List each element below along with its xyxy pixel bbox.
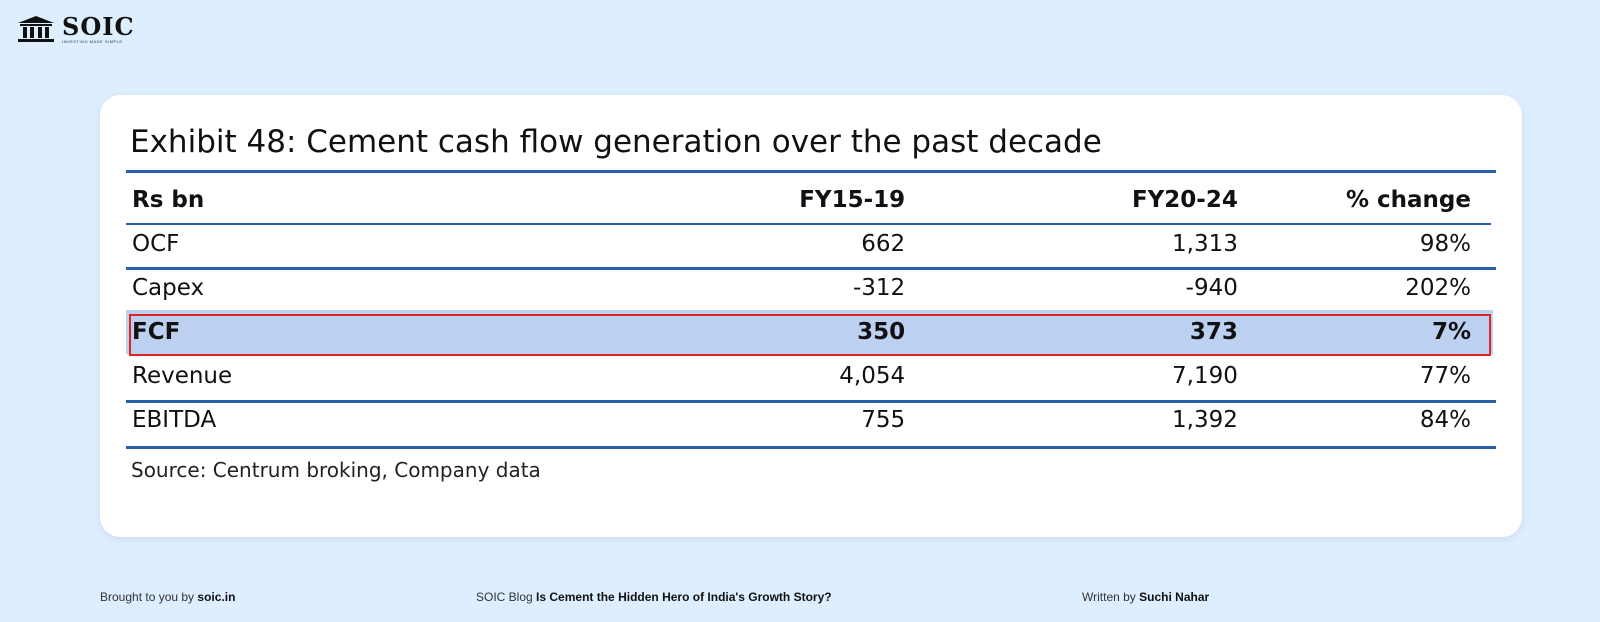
cell-fy20-24: 373 — [905, 310, 1238, 354]
table-row: Capex -312 -940 202% — [126, 266, 1493, 310]
footer-written-prefix: Written by — [1082, 590, 1136, 604]
cell-fy20-24: 1,392 — [1172, 407, 1238, 433]
footer-brought-prefix: Brought to you by — [100, 590, 195, 604]
footer-brought-by: Brought to you by soic.in — [100, 590, 235, 604]
row-label: OCF — [132, 231, 180, 257]
cell-change: 77% — [1419, 363, 1471, 389]
cell-fy15-19: 350 — [465, 310, 906, 354]
row-label: Capex — [132, 275, 205, 301]
footer-author: Written by Suchi Nahar — [1082, 590, 1209, 604]
footer-blog: SOIC Blog Is Cement the Hidden Hero of I… — [476, 590, 832, 604]
footer-blog-title[interactable]: Is Cement the Hidden Hero of India's Gro… — [536, 590, 832, 604]
title-rule — [126, 170, 1496, 173]
row-label: EBITDA — [132, 407, 217, 433]
row-rule — [126, 267, 1496, 270]
brand-logo[interactable]: SOIC INVESTING MADE SIMPLE — [16, 14, 135, 44]
cell-change: 98% — [1419, 231, 1471, 257]
bottom-rule — [126, 446, 1496, 449]
brand-name: SOIC — [62, 11, 135, 41]
row-label: FCF — [126, 310, 466, 354]
header-rule — [126, 223, 1491, 225]
cell-fy15-19: 4,054 — [839, 363, 906, 389]
cell-fy15-19: 755 — [861, 407, 906, 433]
footer-blog-prefix: SOIC Blog — [476, 590, 533, 604]
cell-change: 84% — [1419, 407, 1471, 433]
exhibit-table: Rs bn FY15-19 FY20-24 % change OCF 662 1… — [126, 178, 1493, 442]
source-note: Source: Centrum broking, Company data — [131, 458, 541, 482]
row-rule — [126, 400, 1496, 403]
brand-tagline: INVESTING MADE SIMPLE — [62, 38, 123, 44]
footer-site-link[interactable]: soic.in — [197, 590, 236, 604]
column-header-change: % change — [1345, 187, 1471, 213]
cell-fy20-24: -940 — [1185, 275, 1238, 301]
cell-fy15-19: 662 — [861, 231, 906, 257]
temple-icon — [18, 16, 54, 42]
cell-fy20-24: 7,190 — [1172, 363, 1238, 389]
table-row: Revenue 4,054 7,190 77% — [126, 354, 1493, 398]
cell-fy20-24: 1,313 — [1172, 231, 1238, 257]
table-row: OCF 662 1,313 98% — [126, 222, 1493, 266]
cell-change: 7% — [1237, 310, 1493, 354]
footer-author-name: Suchi Nahar — [1139, 590, 1210, 604]
table-row: EBITDA 755 1,392 84% — [126, 398, 1493, 442]
cell-change: 202% — [1405, 275, 1471, 301]
cell-fy15-19: -312 — [852, 275, 906, 301]
header-row: Rs bn FY15-19 FY20-24 % change — [126, 178, 1493, 222]
column-header-fy20-24: FY20-24 — [1131, 187, 1238, 213]
exhibit-title: Exhibit 48: Cement cash flow generation … — [130, 124, 1102, 160]
row-label: Revenue — [132, 363, 233, 389]
column-header-fy15-19: FY15-19 — [799, 187, 906, 213]
column-header-unit: Rs bn — [132, 187, 205, 213]
table-row-highlighted: FCF 350 373 7% — [126, 310, 1493, 354]
